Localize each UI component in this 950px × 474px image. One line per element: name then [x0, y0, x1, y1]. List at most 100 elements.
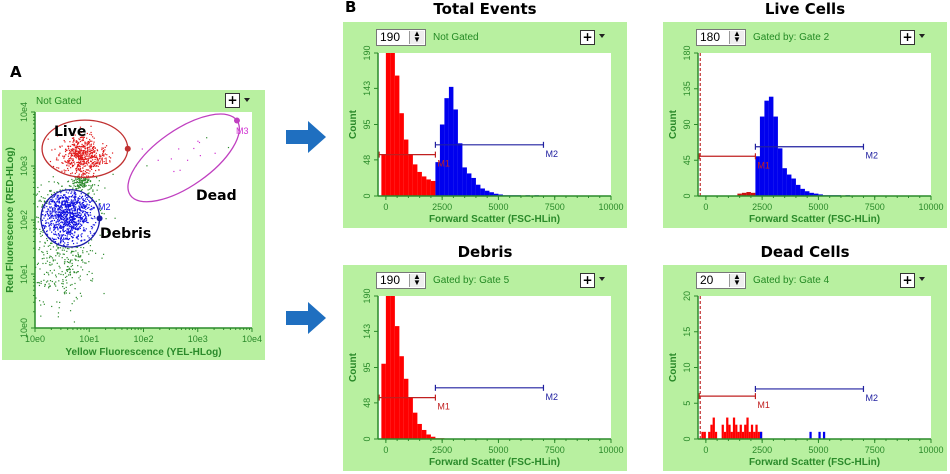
- scatter-point: [86, 219, 88, 221]
- x-tick-label: 10e1: [79, 334, 99, 344]
- scatter-point: [89, 165, 91, 167]
- scatter-point: [63, 249, 65, 251]
- scatter-point: [86, 162, 88, 164]
- add-button[interactable]: +: [580, 30, 595, 45]
- x-tick-label: 0: [383, 202, 388, 212]
- scatter-point: [84, 218, 86, 220]
- spin-arrows-icon[interactable]: ▲ ▼: [729, 30, 744, 44]
- dropdown-arrow-icon[interactable]: [599, 34, 605, 38]
- scatter-point: [89, 212, 91, 214]
- scatter-point: [99, 202, 101, 205]
- scatter-point: [79, 148, 81, 150]
- scatter-point: [92, 148, 95, 150]
- histogram-bar: [430, 436, 436, 439]
- scatter-point: [77, 270, 79, 273]
- gate-handle[interactable]: [233, 117, 240, 124]
- add-button[interactable]: +: [900, 30, 915, 45]
- scatter-point: [41, 219, 44, 221]
- scatter-point: [66, 244, 68, 246]
- marker-m1[interactable]: M1: [698, 153, 770, 170]
- scatter-point: [66, 228, 69, 230]
- gate-handle[interactable]: [96, 215, 103, 222]
- dropdown-arrow-icon[interactable]: [244, 98, 250, 102]
- scatter-point: [51, 231, 53, 233]
- scatter-point: [71, 277, 73, 279]
- scatter-point: [80, 162, 82, 164]
- marker-m1[interactable]: M1: [378, 394, 450, 412]
- marker-m1[interactable]: M1: [378, 151, 450, 169]
- total-events-histogram-panel: M1 M2 0 2500 5000 7500 10000 0 48 95 143 190 Forward…: [343, 22, 627, 228]
- y-max-value[interactable]: 180: [700, 30, 721, 44]
- scatter-point: [85, 216, 88, 218]
- scatter-point: [77, 253, 79, 256]
- marker-m1[interactable]: M1: [698, 393, 770, 410]
- scatter-point: [57, 219, 59, 221]
- scatter-point: [98, 180, 100, 182]
- y-axis-label: Count: [668, 352, 679, 382]
- scatter-point: [90, 209, 92, 211]
- scatter-point: [85, 172, 88, 174]
- dead-cells-title: Dead Cells: [760, 243, 850, 261]
- y-max-spinbox[interactable]: 180 ▲ ▼: [696, 29, 746, 46]
- scatter-point: [54, 207, 56, 209]
- scatter-point: [63, 230, 66, 232]
- scatter-point: [84, 195, 86, 197]
- scatter-point: [96, 162, 99, 164]
- y-max-spinbox[interactable]: 190 ▲ ▼: [376, 272, 426, 289]
- scatter-point: [99, 157, 101, 159]
- scatter-point: [68, 248, 70, 250]
- scatter-point: [89, 230, 91, 233]
- scatter-point: [71, 165, 74, 168]
- marker-m2[interactable]: M2: [434, 384, 558, 402]
- scatter-point: [114, 217, 116, 219]
- scatter-point: [67, 224, 69, 226]
- scatter-point: [73, 213, 75, 215]
- spin-arrows-icon[interactable]: ▲ ▼: [729, 273, 744, 287]
- scatter-point: [41, 258, 43, 260]
- scatter-point: [67, 146, 70, 148]
- scatter-point: [56, 226, 58, 228]
- x-tick-label: 10e2: [133, 334, 153, 344]
- scatter-point: [47, 214, 49, 216]
- scatter-point: [49, 261, 51, 264]
- y-tick-label: 190: [362, 45, 372, 60]
- spin-arrows-icon[interactable]: ▲ ▼: [409, 273, 424, 287]
- scatter-point: [67, 169, 69, 171]
- add-button[interactable]: +: [225, 93, 240, 108]
- scatter-point: [90, 143, 93, 145]
- dropdown-arrow-icon[interactable]: [919, 34, 925, 38]
- y-max-spinbox[interactable]: 20 ▲ ▼: [696, 272, 746, 289]
- scatter-point: [77, 228, 79, 230]
- y-tick-label: 48: [362, 398, 372, 408]
- scatter-point: [54, 215, 56, 217]
- dropdown-arrow-icon[interactable]: [599, 277, 605, 281]
- scatter-point: [90, 187, 92, 189]
- scatter-point: [79, 166, 81, 168]
- plot-area: [698, 53, 931, 196]
- y-max-value[interactable]: 190: [380, 30, 401, 44]
- add-button[interactable]: +: [580, 273, 595, 288]
- scatter-point: [83, 200, 86, 202]
- scatter-point: [76, 180, 78, 183]
- y-max-value[interactable]: 190: [380, 273, 401, 287]
- y-max-value[interactable]: 20: [700, 273, 714, 287]
- y-max-spinbox[interactable]: 190 ▲ ▼: [376, 29, 426, 46]
- scatter-point: [84, 205, 86, 207]
- y-tick-label: 95: [362, 362, 372, 372]
- histogram-bar: [493, 193, 499, 196]
- scatter-point: [46, 239, 49, 242]
- dropdown-arrow-icon[interactable]: [919, 277, 925, 281]
- scatter-point: [74, 232, 76, 234]
- scatter-point: [74, 210, 76, 212]
- marker-m2[interactable]: M2: [434, 141, 558, 159]
- spin-arrows-icon[interactable]: ▲ ▼: [409, 30, 424, 44]
- marker-m2[interactable]: M2: [754, 385, 878, 403]
- scatter-point: [78, 219, 80, 221]
- add-button[interactable]: +: [900, 273, 915, 288]
- marker-m2[interactable]: M2: [754, 143, 878, 161]
- scatter-point: [74, 206, 76, 208]
- scatter-point: [44, 214, 46, 217]
- scatter-point: [62, 279, 64, 281]
- gate-handle[interactable]: [124, 145, 131, 152]
- scatter-point: [72, 214, 74, 216]
